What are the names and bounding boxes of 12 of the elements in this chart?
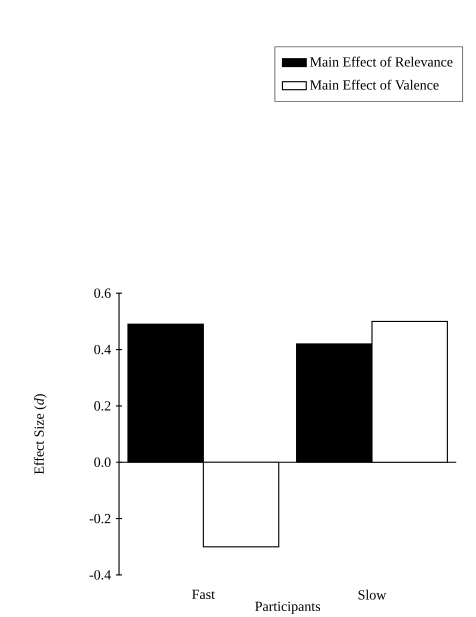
legend-label: Main Effect of Valence [310,80,439,90]
y-axis-title: Effect Size (d) [34,394,47,474]
y-tick-label: -0.4 [90,570,111,580]
y-tick-label: 0.0 [94,458,111,467]
y-tick-label: 0.2 [94,401,110,411]
x-axis-title: Participants [255,602,320,614]
legend-label: Main Effect of Relevance [310,56,452,67]
y-tick-label: 0.6 [94,288,111,298]
y-tick-label: 0.4 [94,344,111,354]
x-tick-label: Fast [192,590,215,600]
x-tick-label: Slow [358,590,386,600]
y-tick-label: -0.2 [90,514,110,524]
